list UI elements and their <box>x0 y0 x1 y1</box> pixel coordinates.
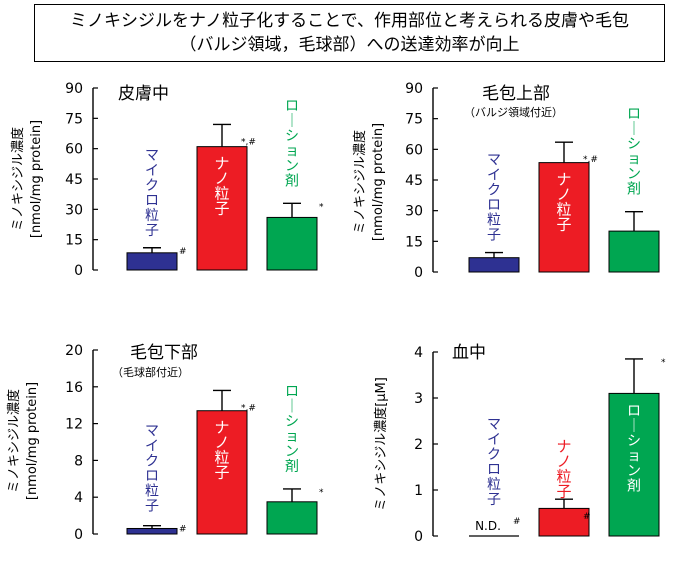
significance-mark: * <box>319 202 324 212</box>
y-tick-label: 0 <box>74 263 83 279</box>
bar-micro <box>468 257 520 273</box>
y-tick-label: 0 <box>414 529 423 545</box>
chart-skin: 0 15 30 45 60 75 90 ミノキシジル濃度 [nmol/mg protein] 皮膚… <box>10 81 324 279</box>
y-tick-label: 60 <box>405 142 423 158</box>
y-tick-label: 30 <box>405 204 423 220</box>
headline-line-2: （バルジ領域，毛球部）への送達効率が向上 <box>179 35 520 55</box>
y-tick-label: 45 <box>65 172 83 188</box>
chart-title: 毛包上部 <box>482 84 550 104</box>
y-tick-label: 0 <box>74 527 83 543</box>
significance-mark: # <box>583 512 591 522</box>
y-tick-label: 60 <box>65 142 83 158</box>
y-tick-label: 16 <box>65 380 83 396</box>
chart-hair-follicle-upper: 0 15 30 45 60 75 90 ミノキシジル濃度 [nmol/mg protein] 毛包… <box>352 81 660 281</box>
chart-hair-follicle-lower: 0 4 8 12 16 20 ミノキシジル濃度 [nmol/mg protein] 毛包下部 （毛… <box>6 343 324 543</box>
headline-line-1: ミノキシジルをナノ粒子化することで、作用部位と考えられる皮膚や毛包 <box>70 11 629 31</box>
bar-lotion <box>266 501 318 535</box>
not-detected-label: N.D. <box>475 519 501 533</box>
bar-lotion <box>608 230 660 273</box>
bar-nano <box>538 162 590 273</box>
y-tick-label: 75 <box>405 112 423 128</box>
significance-mark: *,# <box>241 403 256 413</box>
y-axis-label: ミノキシジル濃度 <box>6 389 22 493</box>
category-label-nano: ナノ粒子 <box>214 155 229 218</box>
y-tick-label: 15 <box>405 234 423 250</box>
category-label-lotion: ロ｜ション剤 <box>627 107 641 198</box>
category-label-lotion: ロ｜ション剤 <box>627 403 641 494</box>
category-label-nano: ナノ粒子 <box>556 437 571 500</box>
category-label-nano: ナノ粒子 <box>556 171 571 234</box>
y-tick-label: 1 <box>414 483 423 499</box>
category-label-lotion: ロ｜ション剤 <box>285 98 299 189</box>
significance-mark: # <box>179 525 187 535</box>
significance-mark: *,# <box>583 155 598 165</box>
chart-subtitle: （毛球部付近） <box>112 365 189 379</box>
y-tick-label: 8 <box>74 453 83 469</box>
bar-micro <box>126 252 178 271</box>
y-tick-label: 3 <box>414 391 423 407</box>
bar-micro <box>126 527 178 535</box>
y-tick-label: 2 <box>414 437 423 453</box>
significance-mark: *,# <box>241 137 256 147</box>
significance-mark: # <box>513 517 521 527</box>
y-axis-label-unit: [nmol/mg protein] <box>371 123 386 241</box>
y-tick-label: 0 <box>414 265 423 281</box>
chart-title: 皮膚中 <box>118 84 169 104</box>
category-label-micro: マイクロ粒子 <box>487 153 501 244</box>
category-label-micro: マイクロ粒子 <box>487 417 501 508</box>
category-label-micro: マイクロ粒子 <box>145 148 159 239</box>
y-tick-label: 4 <box>414 345 423 361</box>
y-tick-label: 12 <box>65 417 83 433</box>
y-axis-label: ミノキシジル濃度[μM] <box>373 377 389 511</box>
chart-title: 毛包下部 <box>130 343 198 363</box>
y-tick-label: 30 <box>65 202 83 218</box>
significance-mark: * <box>661 358 666 368</box>
bar-lotion <box>266 216 318 271</box>
bar-nano <box>538 507 590 537</box>
category-label-micro: マイクロ粒子 <box>145 423 159 514</box>
y-tick-label: 90 <box>405 81 423 97</box>
significance-mark: * <box>319 488 324 498</box>
y-tick-label: 90 <box>65 81 83 97</box>
title-box: ミノキシジルをナノ粒子化することで、作用部位と考えられる皮膚や毛包 （バルジ領域… <box>34 4 665 62</box>
y-tick-label: 45 <box>405 173 423 189</box>
y-axis-label: ミノキシジル濃度 <box>10 127 26 231</box>
y-axis-label: ミノキシジル濃度 <box>352 130 368 234</box>
category-label-lotion: ロ｜ション剤 <box>285 384 299 475</box>
category-label-nano: ナノ粒子 <box>214 419 229 482</box>
chart-blood: 0 1 2 3 4 ミノキシジル濃度[μM] 血中 N.D. # マイクロ粒子 # ナノ粒子 * ロ｜ショ… <box>373 343 666 545</box>
significance-mark: # <box>179 247 187 257</box>
chart-subtitle: （バルジ領域付近） <box>464 105 563 119</box>
y-tick-label: 75 <box>65 111 83 127</box>
y-tick-label: 4 <box>74 490 83 506</box>
y-axis-label-unit: [nmol/mg protein] <box>29 120 44 238</box>
chart-title: 血中 <box>452 343 486 363</box>
y-tick-label: 20 <box>65 343 83 359</box>
bar-nano <box>196 146 248 271</box>
y-axis-label-unit: [nmol/mg protein] <box>25 382 40 500</box>
y-tick-label: 15 <box>65 233 83 249</box>
bar-nano <box>196 410 248 535</box>
